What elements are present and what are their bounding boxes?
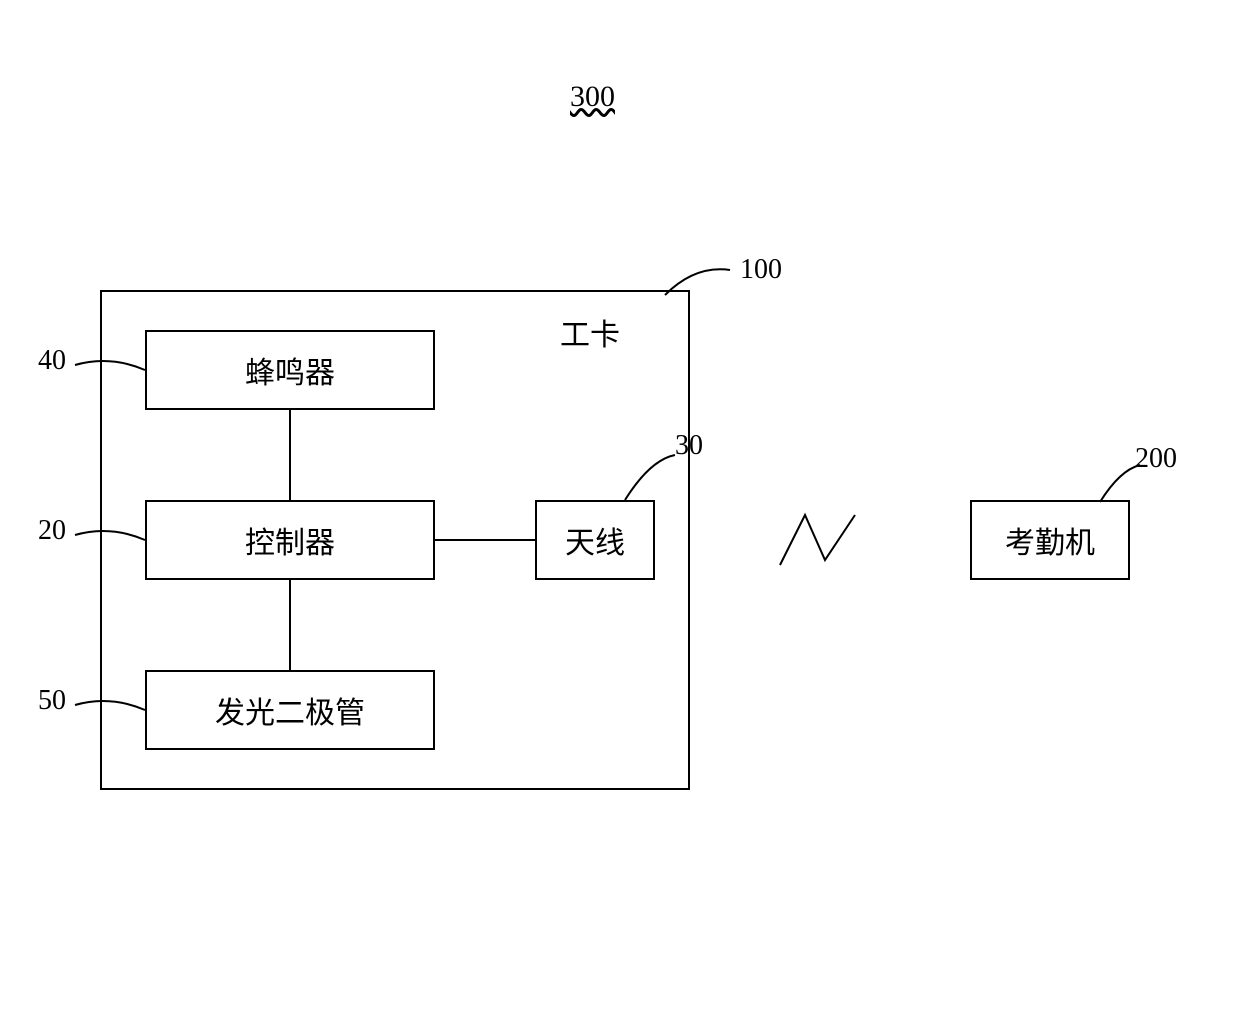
card-ref: 100 <box>740 254 782 286</box>
line-controller-antenna <box>435 539 535 541</box>
leader-antenna <box>610 450 680 505</box>
antenna-ref: 30 <box>675 430 703 462</box>
led-ref: 50 <box>38 685 66 717</box>
led-label: 发光二极管 <box>215 688 365 732</box>
buzzer-ref: 40 <box>38 345 66 377</box>
line-controller-led <box>289 580 291 670</box>
antenna-label: 天线 <box>565 518 625 562</box>
line-buzzer-controller <box>289 410 291 500</box>
leader-led <box>70 690 150 720</box>
controller-label: 控制器 <box>245 518 335 562</box>
leader-controller <box>70 520 150 550</box>
attendance-box: 考勤机 <box>970 500 1130 580</box>
diagram-container: 300 工卡 100 蜂鸣器 40 控制器 20 发光二极管 50 天线 30 <box>0 0 1240 1024</box>
buzzer-box: 蜂鸣器 <box>145 330 435 410</box>
leader-card <box>660 260 740 300</box>
antenna-box: 天线 <box>535 500 655 580</box>
card-title: 工卡 <box>560 310 620 354</box>
buzzer-label: 蜂鸣器 <box>245 348 335 392</box>
controller-box: 控制器 <box>145 500 435 580</box>
attendance-label: 考勤机 <box>1005 518 1095 562</box>
leader-buzzer <box>70 350 150 380</box>
figure-number: 300 <box>570 80 615 114</box>
controller-ref: 20 <box>38 515 66 547</box>
attendance-ref: 200 <box>1135 443 1177 475</box>
wireless-zigzag-icon <box>775 510 860 570</box>
led-box: 发光二极管 <box>145 670 435 750</box>
